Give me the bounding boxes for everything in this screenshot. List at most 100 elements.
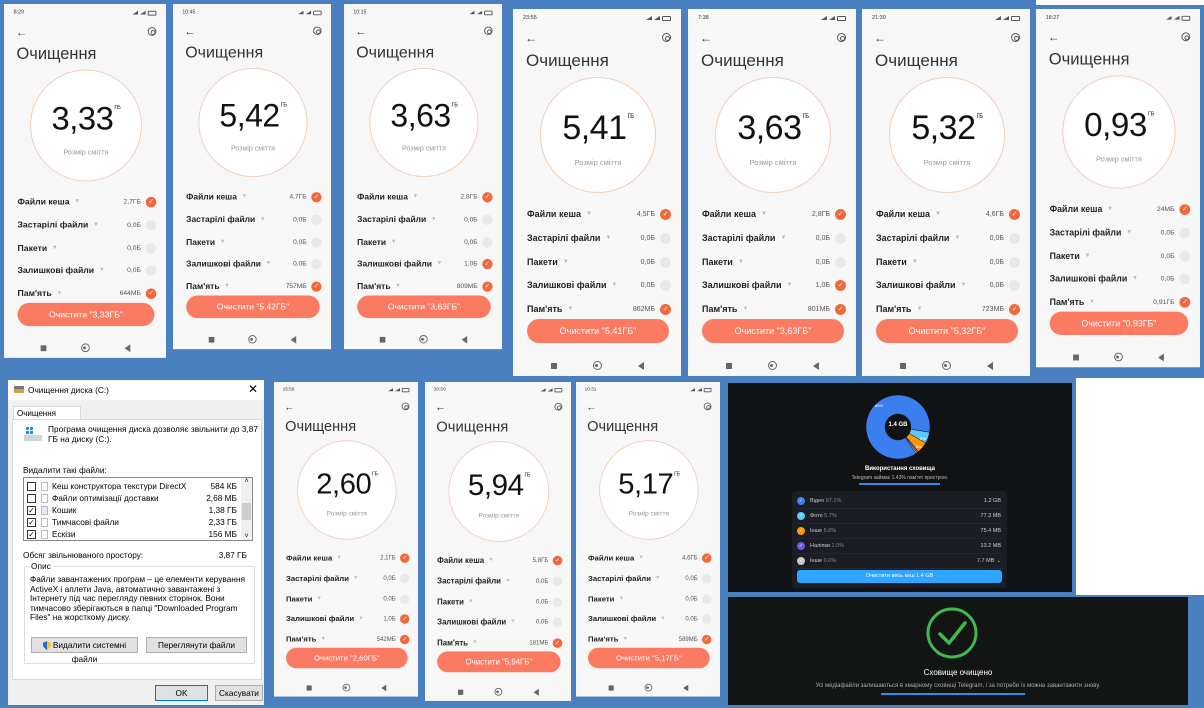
unchecked-checkbox[interactable] [702,594,712,604]
unchecked-checkbox[interactable] [311,236,322,248]
junk-category-row[interactable]: Залишкові файли ▼ 0,0Б [18,263,157,277]
chevron-down-icon[interactable]: ▼ [605,235,612,241]
back-arrow-icon[interactable]: ← [525,31,537,45]
chevron-down-icon[interactable]: ▼ [93,221,99,228]
chevron-down-icon[interactable]: ▼ [74,198,81,205]
junk-category-row[interactable]: Файли кеша ▼ 2,8ГБ ✓ [702,207,846,221]
back-icon[interactable] [986,361,993,370]
chevron-down-icon[interactable]: ▼ [742,306,749,312]
scroll-down-icon[interactable]: ˅ [244,533,249,540]
clear-cache-button[interactable]: Очистити весь кеш 1.4 GB [797,570,1002,583]
chevron-down-icon[interactable]: ▼ [390,239,397,245]
back-icon[interactable] [290,335,296,344]
chevron-down-icon[interactable]: ▼ [412,193,419,200]
gear-icon[interactable] [313,26,322,36]
back-arrow-icon[interactable]: ← [435,401,446,414]
junk-category-row[interactable]: Залишкові файли ▼ 0,0Б [186,257,322,270]
chevron-down-icon[interactable]: ▼ [219,239,226,245]
junk-category-row[interactable]: Застарілі файли ▼ 0,0Б [437,575,563,587]
chevron-down-icon[interactable]: ▼ [911,259,918,265]
unchecked-checkbox[interactable] [482,236,493,248]
recents-icon[interactable] [379,336,385,343]
checked-checkbox[interactable]: ✓ [552,555,563,565]
checked-checkbox[interactable]: ✓ [1179,203,1191,215]
junk-category-row[interactable]: Пам'ять ▼ 723МБ ✓ [876,302,1020,316]
chevron-down-icon[interactable]: ▼ [761,211,767,217]
home-icon[interactable] [247,335,257,344]
chevron-down-icon[interactable]: ▼ [562,259,569,265]
junk-category-row[interactable]: Застарілі файли ▼ 0,0Б [18,218,157,232]
file-category-row[interactable]: ✓ Ескізи 156 МБ [24,528,242,540]
clean-button[interactable]: Очистити "3,63ГБ" [357,295,491,319]
unchecked-checkbox[interactable] [1179,227,1191,238]
file-category-row[interactable]: ✓ Тимчасові файли 2,33 ГБ [24,516,242,528]
junk-category-row[interactable]: Файли кеша ▼ 2,8ГБ ✓ [357,190,493,203]
chevron-down-icon[interactable]: ▼ [611,282,618,288]
unchecked-checkbox[interactable] [835,232,846,244]
junk-category-row[interactable]: Пакети ▼ 0,0Б [186,235,322,248]
checked-checkbox[interactable]: ✓ [311,191,322,202]
junk-category-row[interactable]: Залишкові файли ▼ 0,0Б [876,278,1020,292]
junk-category-row[interactable]: Застарілі файли ▼ 0,0Б [588,572,712,584]
unchecked-checkbox[interactable] [660,279,671,291]
chevron-down-icon[interactable]: ⌄ [996,558,1001,564]
junk-category-row[interactable]: Пакети ▼ 0,0Б [357,235,493,248]
unchecked-checkbox[interactable] [552,617,563,627]
back-arrow-icon[interactable]: ← [700,31,712,45]
back-icon[interactable] [637,361,644,370]
gear-icon[interactable] [662,33,671,42]
junk-category-row[interactable]: Пакети ▼ 0,0Б [18,241,157,255]
back-arrow-icon[interactable]: ← [1047,30,1060,45]
chevron-down-icon[interactable]: ▼ [259,216,266,223]
chevron-down-icon[interactable]: ▼ [622,636,628,642]
junk-category-row[interactable]: Пам'ять ▼ 0,91ГБ ✓ [1050,295,1191,309]
scrollbar[interactable]: ˄ ˅ [241,478,252,540]
back-arrow-icon[interactable]: ← [284,400,295,413]
back-arrow-icon[interactable]: ← [355,24,367,38]
clean-button[interactable]: Очистити "2,60ГБ" [286,647,408,669]
unchecked-checkbox[interactable] [1009,279,1020,291]
scroll-thumb[interactable] [242,503,251,520]
junk-category-row[interactable]: Залишкові файли ▼ 0,0Б [437,616,563,628]
junk-category-row[interactable]: Пакети ▼ 0,0Б [527,255,671,269]
checked-checkbox[interactable]: ✓ [835,303,846,315]
junk-category-row[interactable]: Файли кеша ▼ 2,7ГБ ✓ [18,195,157,209]
home-icon[interactable] [592,361,602,370]
checked-checkbox[interactable]: ✓ [552,637,563,648]
back-icon[interactable] [461,335,467,344]
gear-icon[interactable] [401,402,410,411]
unchecked-checkbox[interactable] [311,214,322,225]
home-icon[interactable] [941,361,951,370]
clean-button[interactable]: Очистити "5,42ГБ" [186,295,320,319]
chevron-down-icon[interactable]: ▼ [780,235,787,241]
chevron-down-icon[interactable]: ▼ [655,575,661,581]
back-icon[interactable] [812,361,819,370]
chevron-down-icon[interactable]: ▼ [618,596,624,602]
junk-category-row[interactable]: Пакети ▼ 0,0Б [286,593,410,605]
chevron-down-icon[interactable]: ▼ [316,596,322,602]
tab-disk-cleanup[interactable]: Очищення диска [13,406,81,427]
clean-button[interactable]: Очистити "3,63ГБ" [702,319,844,343]
chevron-down-icon[interactable]: ▼ [430,216,437,223]
junk-category-row[interactable]: Пам'ять ▼ 644МБ ✓ [18,287,157,301]
checked-checkbox[interactable]: ✓ [27,529,36,539]
junk-category-row[interactable]: Залишкові файли ▼ 0,0Б [527,278,671,292]
junk-category-row[interactable]: Файли кеша ▼ 4,6ГБ ✓ [588,552,712,564]
file-category-row[interactable]: ✓ Кошик 1,38 ГБ [24,504,242,516]
gear-icon[interactable] [837,33,846,42]
back-icon[interactable] [380,684,386,691]
chevron-down-icon[interactable]: ▼ [660,616,666,622]
chevron-down-icon[interactable]: ▼ [505,578,511,584]
back-arrow-icon[interactable]: ← [184,24,196,38]
junk-category-row[interactable]: Застарілі файли ▼ 0,0Б [527,231,671,245]
gear-icon[interactable] [554,402,563,411]
back-arrow-icon[interactable]: ← [874,31,886,45]
checked-checkbox[interactable]: ✓ [482,191,493,202]
recents-icon[interactable] [1072,354,1079,360]
chevron-down-icon[interactable]: ▼ [56,290,63,297]
storage-category-row[interactable]: ✓ Інше 5.6% 75.4 MB [797,524,1001,539]
chevron-down-icon[interactable]: ▼ [960,282,967,288]
clean-button[interactable]: Очистити "5,17ГБ" [588,647,710,669]
chevron-down-icon[interactable]: ▼ [488,557,494,563]
recents-icon[interactable] [899,362,906,369]
